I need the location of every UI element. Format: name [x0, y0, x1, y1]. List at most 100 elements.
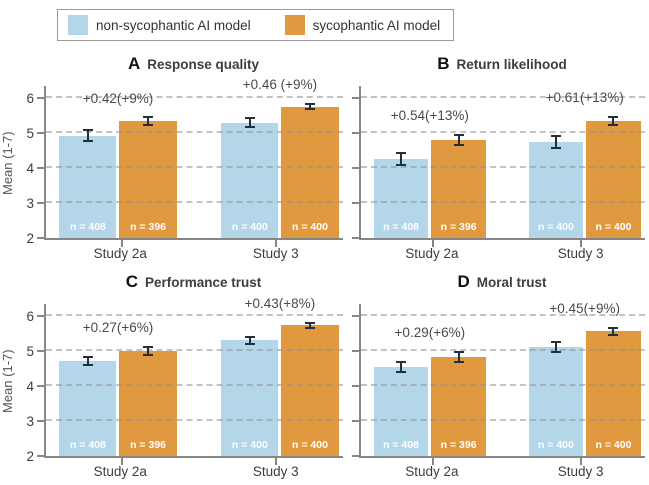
bar-group: n = 400 n = 400 +0.61(+13%) — [528, 86, 641, 238]
sample-size-label: n = 408 — [69, 221, 106, 233]
bar: n = 400 — [586, 304, 641, 456]
error-bar — [396, 360, 407, 373]
error-bar — [143, 345, 154, 357]
y-axis-tick-label: 2 — [26, 449, 34, 464]
bar-fill — [586, 120, 641, 238]
bar: n = 396 — [119, 304, 177, 456]
sample-size-label: n = 400 — [292, 439, 328, 451]
bar: n = 408 — [59, 86, 117, 238]
error-bar — [244, 117, 255, 128]
x-category-label: Study 2a — [405, 464, 459, 479]
bar: n = 396 — [431, 304, 486, 456]
error-bar — [608, 326, 619, 336]
plot-area: n = 408 n = 396 +0.29(+6%) n = 400 n = 400 +0… — [352, 301, 645, 465]
x-category-label: Study 3 — [557, 246, 604, 261]
difference-annotation: +0.61(+13%) — [545, 90, 624, 106]
bar-fill — [373, 366, 429, 456]
plot-area: n = 408 n = 396 +0.54(+13%) n = 400 n = 400 +… — [352, 86, 645, 247]
bar: n = 400 — [221, 304, 279, 456]
error-bar — [304, 102, 315, 111]
sample-size-label: n = 396 — [440, 439, 477, 451]
y-axis-tick — [352, 237, 359, 239]
sample-size-label: n = 400 — [537, 221, 574, 233]
bar-fill — [431, 139, 486, 238]
bar-group: n = 408 n = 396 +0.29(+6%) — [373, 304, 486, 456]
y-axis-tick — [37, 385, 44, 388]
bar-fill — [119, 351, 177, 456]
x-axis-tick — [432, 458, 435, 465]
legend-item-sycophantic: sycophantic AI model — [284, 15, 441, 35]
y-axis-tick — [37, 237, 44, 239]
x-axis-tick — [580, 240, 583, 247]
x-axis-tick — [432, 240, 435, 247]
legend-swatch-orange — [284, 15, 305, 35]
legend-item-non-sycophantic: non-sycophantic AI model — [68, 15, 251, 35]
x-axis-tick — [120, 240, 123, 247]
panel-letter: C — [125, 272, 138, 291]
x-axis-tick — [120, 458, 123, 465]
difference-annotation: +0.29(+6%) — [394, 325, 466, 341]
error-bar — [82, 129, 93, 142]
bar-group: n = 408 n = 396 +0.54(+13%) — [373, 86, 486, 238]
x-axis-labels: Study 2a Study 3 — [44, 464, 343, 482]
y-axis-tick — [352, 202, 359, 205]
bar-group: n = 400 n = 400 +0.46 (+9%) — [221, 77, 339, 238]
panel-d-moral-trust: D Moral trust n = 408 n = 396 +0.29(+6%) n =… — [347, 266, 649, 484]
y-axis-tick — [37, 132, 44, 135]
bar-group: n = 400 n = 400 +0.45(+9%) — [528, 301, 641, 456]
y-axis-tick-label: 4 — [26, 161, 34, 177]
y-axis-tick-label: 6 — [26, 309, 34, 325]
error-bar — [550, 341, 561, 353]
y-axis-tick-label: 2 — [26, 231, 34, 246]
error-bar — [304, 321, 315, 329]
sample-size-label: n = 400 — [292, 221, 328, 233]
legend-label: sycophantic AI model — [312, 17, 441, 33]
panel-title-text: Response quality — [147, 57, 260, 72]
bar-fill — [59, 360, 117, 456]
bar-fill — [281, 325, 339, 456]
y-axis-tick — [37, 202, 44, 205]
x-axis-labels: Study 2a Study 3 — [44, 246, 343, 264]
y-axis-tick-label: 5 — [26, 126, 34, 142]
y-axis-tick — [352, 167, 359, 170]
x-axis-labels: Study 2a Study 3 — [359, 464, 645, 482]
bar-fill — [373, 158, 429, 238]
bar: n = 400 — [281, 304, 339, 456]
bar-fill — [431, 356, 486, 456]
sample-size-label: n = 400 — [537, 439, 574, 451]
sample-size-label: n = 400 — [231, 439, 268, 451]
bar-fill — [221, 340, 279, 456]
legend-swatch-blue — [68, 15, 88, 35]
y-axis-tick — [37, 350, 44, 353]
x-axis-tick — [275, 458, 278, 465]
y-axis-tick — [37, 315, 44, 318]
difference-annotation: +0.54(+13%) — [390, 108, 469, 124]
x-axis-labels: Study 2a Study 3 — [359, 246, 645, 264]
y-axis-tick — [352, 420, 359, 423]
error-bar — [143, 116, 154, 126]
error-bar — [244, 335, 255, 345]
sample-size-label: n = 400 — [595, 439, 632, 451]
error-bar — [608, 115, 619, 127]
sample-size-label: n = 396 — [130, 439, 166, 451]
y-axis-tick-label: 3 — [26, 414, 34, 430]
y-axis-tick — [352, 97, 359, 100]
difference-annotation: +0.42(+9%) — [82, 90, 154, 106]
bar-fill — [281, 106, 339, 238]
legend-label: non-sycophantic AI model — [96, 17, 251, 33]
difference-annotation: +0.46 (+9%) — [242, 77, 318, 93]
bar: n = 400 — [221, 86, 279, 238]
bar-groups: n = 408 n = 396 +0.27(+6%) n = 400 n = 400 +0… — [46, 296, 343, 456]
y-axis-tick — [352, 385, 359, 388]
legend: non-sycophantic AI model sycophantic AI … — [57, 9, 455, 41]
bar-fill — [528, 346, 584, 456]
y-axis-tick-label: 5 — [26, 344, 34, 360]
bar: n = 400 — [281, 86, 339, 238]
error-bar — [453, 350, 464, 363]
x-category-label: Study 2a — [405, 246, 459, 261]
bar-group: n = 408 n = 396 +0.27(+6%) — [59, 304, 177, 456]
y-axis-tick — [352, 132, 359, 135]
